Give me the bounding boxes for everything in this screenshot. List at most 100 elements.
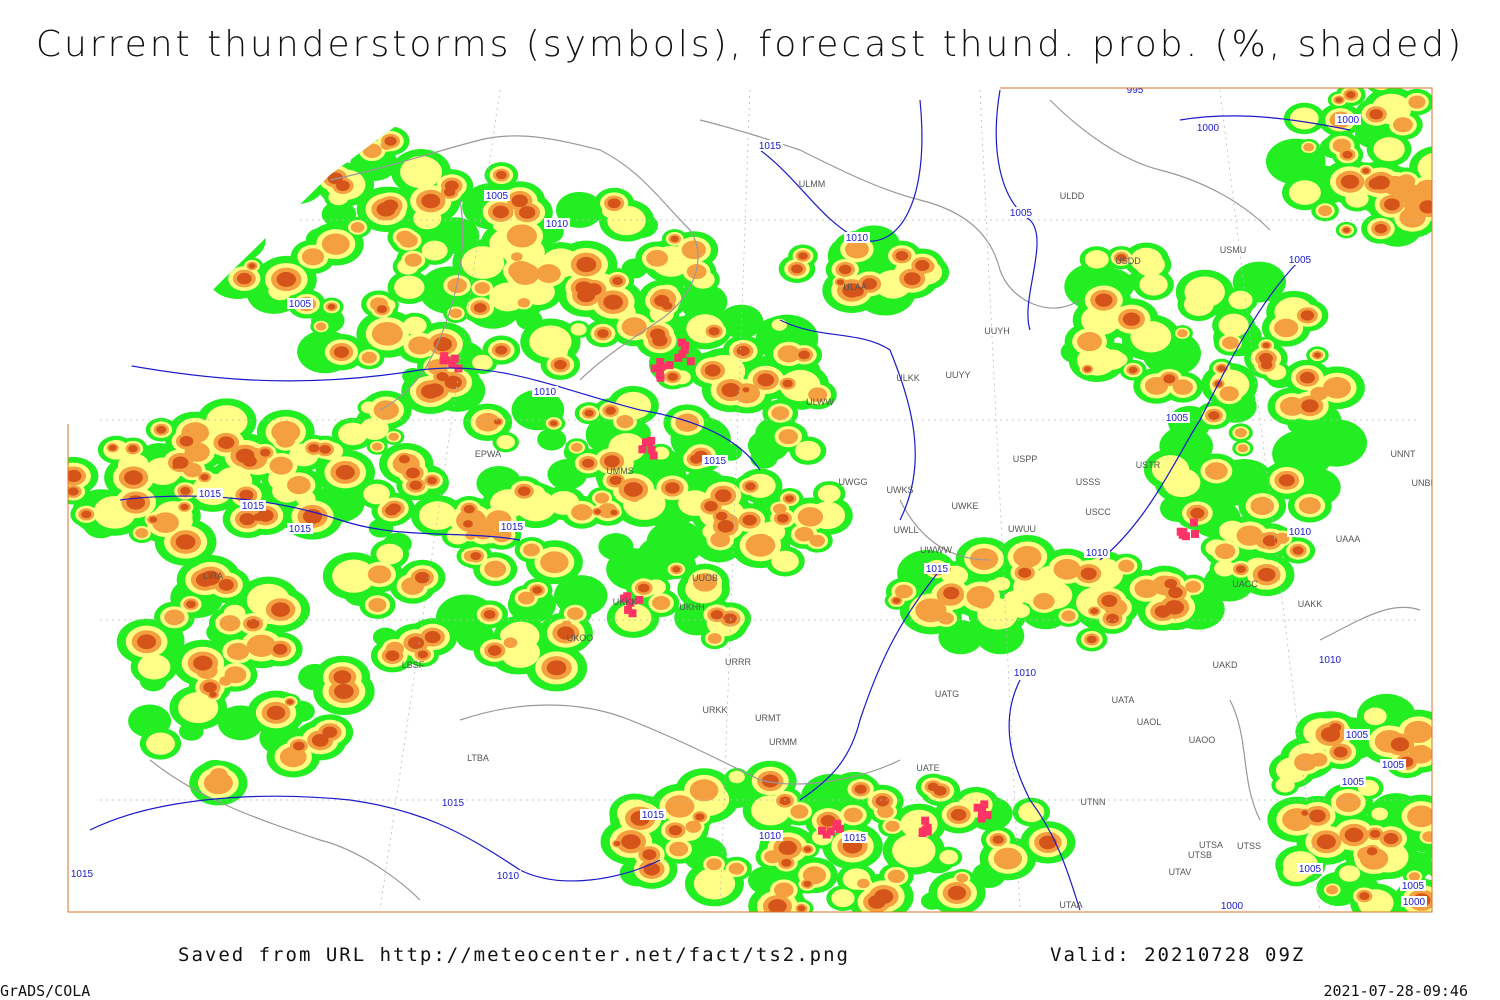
shade-blob: [742, 387, 750, 393]
shade-blob: [269, 456, 293, 475]
shade-blob: [1419, 200, 1432, 214]
shade-blob: [319, 444, 331, 454]
storm-symbol: [647, 436, 656, 445]
shade-blob: [200, 473, 209, 481]
station-label: UTNN: [1081, 797, 1106, 807]
shade-blob: [794, 526, 814, 542]
shade-blob: [301, 248, 325, 266]
shade-blob: [400, 155, 443, 189]
shade-blob: [1373, 76, 1389, 88]
storm-symbol: [978, 807, 987, 816]
shade-blob: [1305, 419, 1368, 467]
shade-blob: [1090, 608, 1099, 615]
shade-blob: [1439, 801, 1447, 807]
isobar-label: 1010: [1319, 655, 1342, 666]
shade-blob: [417, 650, 428, 659]
shade-blob: [271, 602, 290, 617]
shade-blob: [1053, 558, 1081, 580]
map-frame: [67, 87, 1433, 913]
shade-blob: [315, 322, 327, 331]
station-label: UATG: [935, 689, 959, 699]
shade-blob: [612, 276, 623, 286]
shade-blob: [1300, 310, 1315, 321]
shade-blob: [778, 840, 797, 855]
shade-blob: [231, 227, 249, 240]
shade-blob: [371, 322, 403, 346]
shade-blob: [421, 384, 440, 399]
shade-blob: [217, 705, 264, 741]
shade-blob: [714, 489, 732, 502]
shade-blob: [483, 609, 496, 619]
shade-blob: [443, 187, 456, 197]
shade-blob: [226, 642, 250, 661]
shade-blob: [1396, 183, 1423, 205]
shade-blob: [388, 432, 399, 441]
shade-blob: [642, 849, 657, 860]
shade-blob: [444, 375, 462, 390]
shade-blob: [1301, 810, 1309, 816]
shade-blob: [1335, 792, 1361, 813]
station-label: UWKS: [887, 485, 914, 495]
shade-blob: [797, 507, 824, 527]
shade-blob: [399, 233, 418, 248]
shade-blob: [1128, 366, 1138, 374]
shade-blob: [311, 733, 329, 747]
shade-blob: [992, 576, 1011, 591]
shade-blob: [321, 200, 357, 228]
shade-blob: [407, 636, 425, 650]
shade-blob: [156, 425, 167, 434]
shade-blob: [1376, 78, 1386, 86]
shading: [68, 76, 1465, 912]
storm-symbol: [665, 361, 674, 370]
isobar-label-bg: [287, 523, 313, 534]
storm-symbol: [678, 350, 687, 359]
station-label: USCC: [1085, 507, 1111, 517]
station-label: LTBA: [467, 753, 489, 763]
shade-blob: [1437, 850, 1465, 872]
shade-blob: [217, 412, 243, 432]
station-label: UAOO: [1189, 735, 1216, 745]
shade-blob: [1122, 312, 1141, 326]
shade-blob: [838, 264, 852, 275]
shade-blob: [609, 475, 622, 485]
shade-blob: [68, 469, 82, 483]
station-label: URKK: [702, 705, 727, 715]
isobar-label: 1000: [1403, 897, 1426, 908]
shade-blob: [180, 503, 189, 511]
storm-symbol: [923, 823, 932, 832]
shade-blob: [842, 283, 862, 298]
station-label: ULAA: [843, 282, 867, 292]
shade-blob: [1369, 829, 1381, 838]
storm-symbol: [833, 819, 842, 828]
storm-symbol: [1189, 518, 1198, 527]
shade-blob: [1309, 809, 1326, 823]
storm-symbol: [1190, 529, 1199, 538]
shade-blob: [1316, 834, 1336, 850]
shade-blob: [1447, 837, 1458, 846]
shade-blob: [668, 825, 682, 836]
shade-blob: [1168, 586, 1183, 599]
shade-blob: [376, 305, 388, 314]
station-label: UAKD: [1212, 660, 1238, 670]
shade-blob: [721, 382, 740, 398]
shade-blob: [887, 869, 905, 883]
isobar-label: 1015: [199, 489, 222, 500]
shade-blob: [1342, 150, 1353, 159]
shade-blob: [710, 610, 724, 620]
shade-blob: [427, 476, 438, 485]
shade-blob: [272, 179, 303, 203]
isobar-label-bg: [757, 830, 783, 841]
shade-blob: [723, 613, 737, 624]
station-label: EPWA: [475, 449, 501, 459]
shade-blob: [1084, 250, 1109, 269]
shade-blob: [517, 591, 535, 605]
shade-blob: [715, 511, 728, 521]
shade-blob: [875, 795, 890, 807]
shade-blob: [1390, 737, 1410, 752]
shade-blob: [234, 229, 247, 239]
shade-blob: [333, 346, 350, 358]
storm-symbol: [921, 816, 930, 825]
station-label: USDD: [1115, 256, 1141, 266]
shade-blob: [1039, 835, 1057, 850]
